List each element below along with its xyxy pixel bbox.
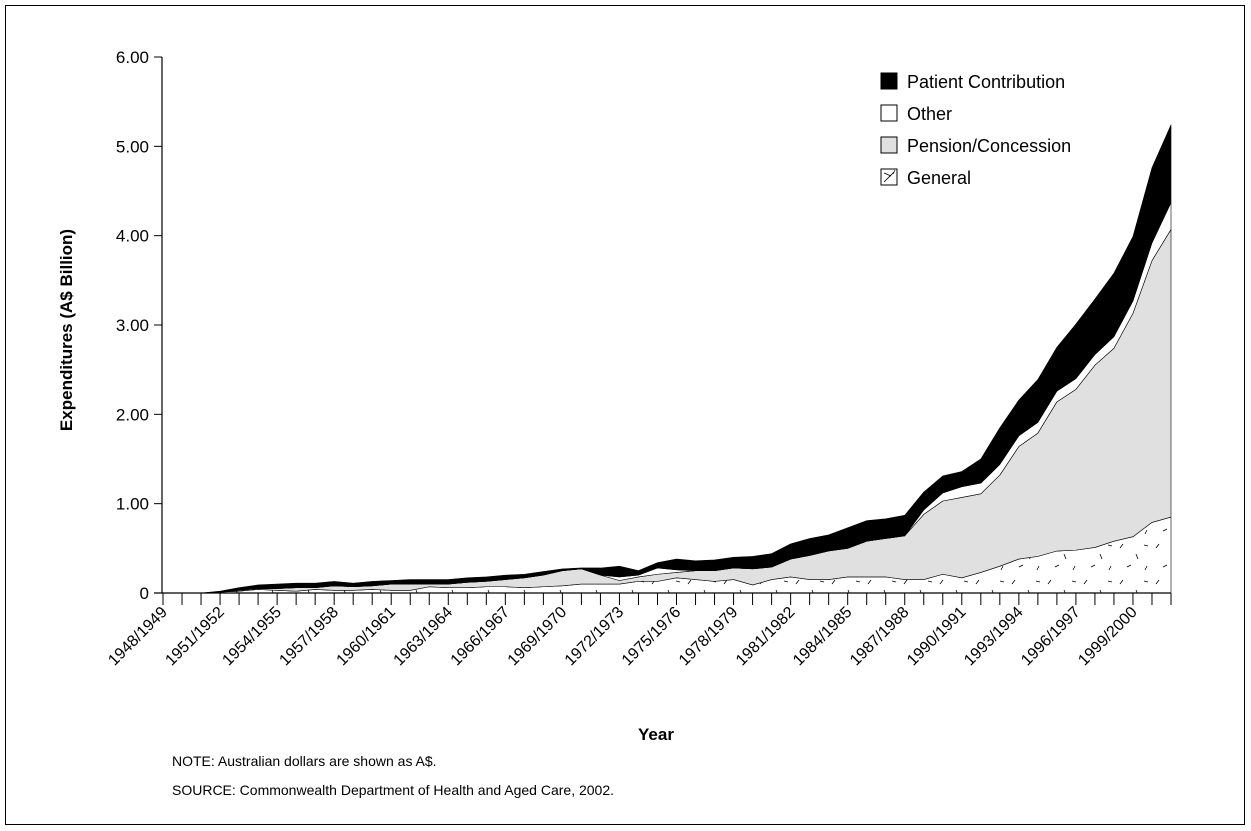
chart-frame (5, 5, 1245, 825)
x-tick-label: 1981/1982 (733, 604, 799, 670)
x-tick-label: 1984/1985 (790, 604, 856, 670)
x-tick-label: 1963/1964 (391, 604, 457, 670)
x-tick-label: 1948/1949 (105, 604, 171, 670)
y-tick-label: 2.00 (116, 405, 149, 424)
x-tick-label: 1975/1976 (619, 604, 685, 670)
y-tick-label: 6.00 (116, 48, 149, 67)
legend-swatch (880, 136, 898, 154)
x-tick-label: 1987/1988 (847, 604, 913, 670)
x-axis-title: Year (638, 725, 674, 744)
area-patient-contribution (162, 124, 1172, 594)
legend-label: Patient Contribution (907, 72, 1065, 92)
x-tick-label: 1960/1961 (334, 604, 400, 670)
y-tick-label: 0 (140, 584, 149, 603)
x-tick-label: 1957/1958 (276, 604, 342, 670)
y-axis-title: Expenditures (A$ Billion) (57, 229, 76, 431)
x-tick-label: 1990/1991 (904, 604, 970, 670)
x-tick-label: 1978/1979 (676, 604, 742, 670)
legend-swatch (880, 104, 898, 122)
legend-label: Pension/Concession (907, 136, 1071, 156)
area-layers (162, 124, 1172, 594)
note-text: NOTE: Australian dollars are shown as A$… (172, 753, 437, 769)
source-text: SOURCE: Commonwealth Department of Healt… (172, 782, 615, 798)
legend: Patient Contribution Other Pension/Concess… (880, 72, 1071, 188)
y-tick-label: 4.00 (116, 227, 149, 246)
x-tick-label: 1954/1955 (219, 604, 285, 670)
x-tick-label: 1996/1997 (1018, 604, 1084, 670)
y-tick-label: 1.00 (116, 495, 149, 514)
x-tick-label: 1966/1967 (448, 604, 514, 670)
legend-swatch (880, 72, 898, 90)
y-tick-label: 3.00 (116, 316, 149, 335)
x-tick-label: 1999/2000 (1075, 604, 1141, 670)
x-tick-label: 1969/1970 (505, 604, 571, 670)
x-tick-label: 1972/1973 (562, 604, 628, 670)
legend-swatch-hatch (883, 172, 892, 177)
legend-label: Other (907, 104, 952, 124)
y-tick-label: 5.00 (116, 137, 149, 156)
legend-swatch-hatch (883, 171, 895, 183)
x-tick-label: 1951/1952 (162, 604, 228, 670)
legend-label: General (907, 168, 971, 188)
x-tick-label: 1993/1994 (961, 604, 1027, 670)
